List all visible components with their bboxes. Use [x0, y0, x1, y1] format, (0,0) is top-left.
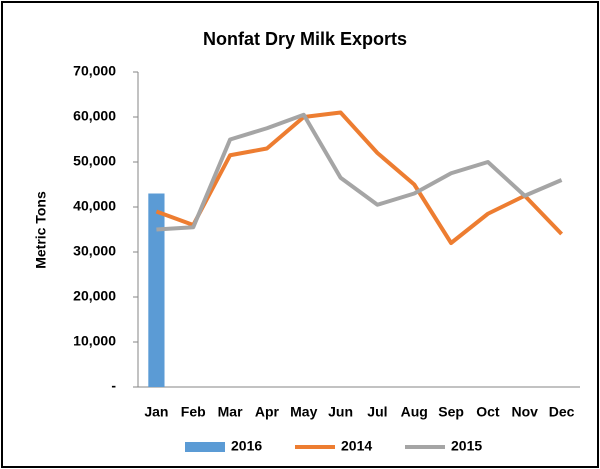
y-tick-label: 10,000 — [73, 333, 116, 349]
y-tick-label: 70,000 — [73, 63, 116, 79]
y-axis-label: Metric Tons — [33, 191, 49, 269]
line — [155, 110, 564, 245]
x-tick-label: Mar — [218, 404, 243, 420]
x-tick-label: Sep — [438, 404, 464, 420]
x-tick-label: Jan — [144, 404, 168, 420]
legend-label: 2014 — [341, 438, 372, 454]
y-tick-label: 60,000 — [73, 108, 116, 124]
legend-swatch — [185, 442, 225, 452]
line — [156, 112, 563, 232]
bar — [148, 193, 165, 387]
legend-label: 2015 — [451, 438, 482, 454]
y-tick-label: 30,000 — [73, 243, 116, 259]
y-tick-label: - — [111, 378, 116, 394]
x-tick-label: Dec — [549, 404, 575, 420]
x-tick-label: Aug — [401, 404, 428, 420]
x-tick-label: Oct — [476, 404, 500, 420]
legend-label: 2016 — [231, 438, 262, 454]
x-tick-label: May — [290, 404, 317, 420]
chart-title: Nonfat Dry Milk Exports — [203, 29, 407, 49]
x-tick-label: Feb — [181, 404, 206, 420]
y-tick-label: 20,000 — [73, 288, 116, 304]
y-tick-label: 50,000 — [73, 153, 116, 169]
x-tick-label: Nov — [512, 404, 539, 420]
x-tick-label: Apr — [255, 404, 280, 420]
x-tick-label: Jul — [367, 404, 387, 420]
y-tick-label: 40,000 — [73, 198, 116, 214]
x-tick-label: Jun — [328, 404, 353, 420]
